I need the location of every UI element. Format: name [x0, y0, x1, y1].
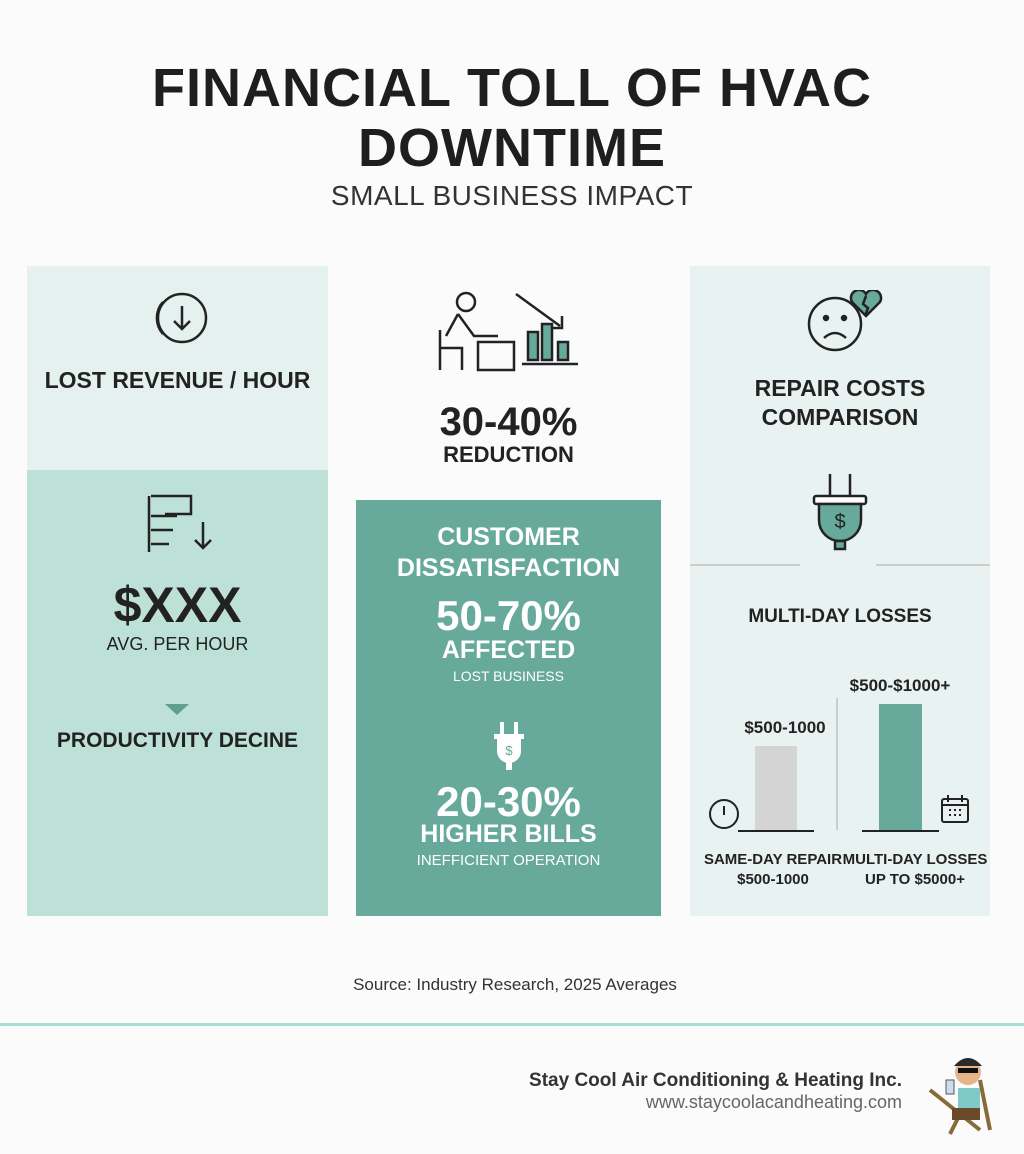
multi-day-subheading: MULTI-DAY LOSSES [748, 606, 932, 627]
repair-costs-panel: REPAIR COSTS COMPARISON $ MULTI-DAY LOSS… [690, 266, 990, 916]
reduction-label: REDUCTION [443, 442, 574, 467]
bar-same-day [755, 746, 797, 830]
page-title: FINANCIAL TOLL OF HVAC DOWNTIME [152, 58, 872, 178]
dissatisfaction-heading: CUSTOMER DISSATISFACTION [396, 523, 621, 582]
reduction-stat: 30-40% [439, 400, 578, 444]
bills-label: HIGHER BILLS [420, 820, 597, 848]
page-subtitle: SMALL BUSINESS IMPACT [330, 180, 694, 211]
source-note: Source: Industry Research, 2025 Averages [353, 975, 677, 994]
same-day-category: SAME-DAY REPAIR $500-1000 [703, 851, 843, 888]
svg-text:$: $ [834, 511, 845, 533]
company-name: Stay Cool Air Conditioning & Heating Inc… [529, 1070, 902, 1091]
revenue-value: $XXX [113, 577, 242, 633]
svg-text:$: $ [505, 743, 513, 758]
bar-label-multi-day: $500-$1000+ [849, 676, 951, 695]
company-website[interactable]: www.staycoolacandheating.com [645, 1092, 902, 1112]
divider-right [876, 564, 990, 566]
clock-icon [708, 798, 740, 830]
bar-baseline-same-day [738, 830, 814, 832]
calendar-icon [940, 794, 970, 824]
chart-separator [836, 698, 838, 830]
plug-dollar-icon: $ [492, 722, 526, 776]
productivity-label: PRODUCTIVITY DECINE [56, 729, 299, 752]
bills-stat: 20-30% [436, 778, 581, 825]
plug-dollar-icon: $ [810, 472, 870, 556]
repair-costs-heading: REPAIR COSTS COMPARISON [754, 375, 926, 430]
affected-stat: 50-70% [436, 592, 581, 639]
triangle-down-icon [165, 704, 189, 715]
customer-dissatisfaction-panel: CUSTOMER DISSATISFACTION 50-70% AFFECTED… [356, 500, 661, 916]
footer-divider [0, 1023, 1024, 1026]
bar-label-same-day: $500-1000 [744, 718, 826, 737]
mascot-logo [920, 1050, 1002, 1136]
sad-face-broken-heart-icon [804, 290, 888, 356]
multi-day-category: MULTI-DAY LOSSES UP TO $5000+ [842, 851, 988, 888]
lost-revenue-heading: LOST REVENUE / HOUR [44, 367, 311, 393]
hand-down-icon [145, 486, 215, 562]
coin-down-icon [145, 290, 211, 346]
divider-left [690, 564, 800, 566]
bar-baseline-multi-day [862, 830, 939, 832]
worker-chart-down-icon [436, 290, 580, 374]
bills-caption: INEFFICIENT OPERATION [416, 852, 601, 869]
revenue-caption: AVG. PER HOUR [106, 634, 249, 654]
lost-revenue-detail-panel: $XXX AVG. PER HOUR PRODUCTIVITY DECINE [27, 470, 328, 916]
affected-label: AFFECTED [441, 636, 576, 664]
bar-multi-day [879, 704, 922, 830]
lost-revenue-panel: LOST REVENUE / HOUR [27, 266, 328, 470]
affected-caption: LOST BUSINESS [452, 668, 564, 684]
